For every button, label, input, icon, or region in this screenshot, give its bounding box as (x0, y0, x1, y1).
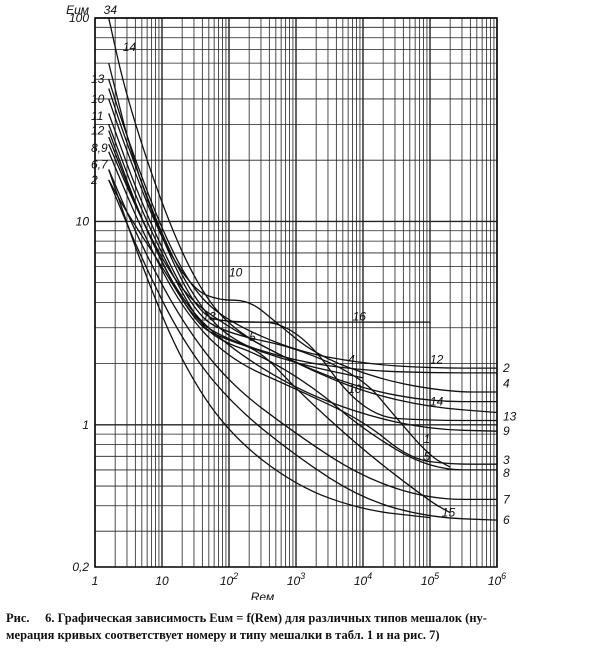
series-curve-8 (108, 124, 497, 471)
series-curve-14 (108, 17, 497, 403)
curve-label: 6 (503, 513, 510, 527)
y-tick-label: 1 (82, 418, 89, 432)
curve-label: 8 (503, 466, 510, 480)
series-curve-13 (108, 62, 497, 422)
x-tick-label: 102 (220, 571, 238, 588)
series-curve-9 (108, 130, 498, 432)
caption-line1: 6. Графическая зависимость Euм = f(Reм) … (45, 611, 487, 625)
series-curve-7 (108, 169, 497, 501)
y-axis-label-extra: 34 (104, 3, 118, 17)
curve-label: 12 (91, 123, 105, 137)
curve-label: 4 (503, 376, 510, 390)
curve-label: 9 (503, 424, 510, 438)
y-axis-label: Euм (66, 3, 89, 17)
caption-prefix: Рис. (6, 611, 30, 625)
x-tick-label: 106 (488, 571, 506, 588)
curve-label: 15 (442, 506, 456, 520)
curve-label: 10 (229, 266, 243, 280)
curve-label: 3 (503, 453, 510, 467)
curve-label: 13 (91, 72, 105, 86)
x-tick-label: 104 (354, 571, 372, 588)
curve-label: 6,7 (91, 158, 109, 172)
figure-caption: Рис. 6. Графическая зависимость Euм = f(… (6, 610, 594, 644)
curve-label: 14 (430, 395, 444, 409)
plot-frame (94, 17, 498, 568)
curve-label: 1 (424, 432, 431, 446)
series-curve-5 (108, 136, 451, 514)
curve-label: 16 (353, 310, 367, 324)
x-axis-label: Reм (251, 590, 275, 600)
series-curve-1 (108, 113, 451, 468)
series-curve-15 (108, 169, 431, 519)
curve-label: 13 (503, 409, 517, 423)
curve-label: 7 (503, 492, 511, 506)
series-curve-6 (108, 179, 498, 521)
series-curve-12 (108, 79, 497, 369)
y-tick-label: 10 (76, 214, 90, 228)
series-curve-10 (108, 98, 497, 393)
x-tick-label: 10 (155, 574, 169, 588)
curve-label: 4 (348, 352, 355, 366)
curve-label: 5 (424, 449, 431, 463)
series-curve-11 (108, 88, 364, 379)
y-tick-label: 100 (69, 11, 89, 25)
x-tick-label: 105 (421, 571, 440, 588)
x-tick-label: 103 (287, 571, 305, 588)
y-tick-label: 0,2 (72, 560, 89, 574)
curve-label: 2 (502, 361, 510, 375)
curve-label: 14 (123, 40, 137, 54)
curve-label: 12 (430, 352, 444, 366)
curve-label: 8,9 (91, 141, 108, 155)
curve-label: 10 (348, 382, 362, 396)
curve-label: 13 (202, 310, 216, 324)
curve-label: 11 (91, 109, 103, 123)
curve-label: 10 (91, 92, 105, 106)
x-tick-label: 1 (92, 574, 99, 588)
series-curve-3 (108, 151, 497, 465)
series-curve-4 (108, 143, 498, 414)
caption-line2: мерация кривых соответствует номеру и ти… (6, 628, 440, 642)
curve-label: 2 (90, 173, 98, 187)
curve-label: 5 (249, 330, 256, 344)
